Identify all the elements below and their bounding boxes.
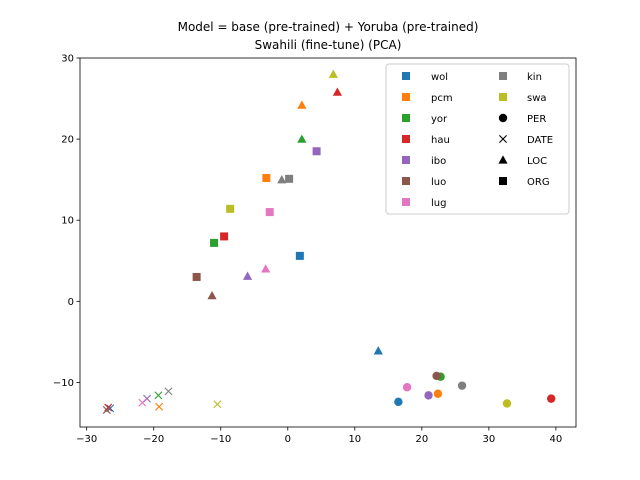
point-kin-date	[164, 387, 173, 396]
point-wol-per	[394, 397, 403, 407]
point-lug-date	[138, 398, 147, 407]
legend-marker-luo	[402, 177, 410, 185]
legend-label-lug: lug	[431, 198, 446, 209]
point-pcm-org	[262, 174, 271, 183]
legend-marker-pcm	[402, 93, 410, 101]
plot-frame	[79, 57, 577, 428]
chart-title-line-2: Swahili (fine-tune) (PCA)	[255, 38, 402, 52]
point-hau-date	[104, 403, 113, 412]
x-tick-label: 0	[285, 434, 291, 445]
legend-label-org: ORG	[527, 177, 550, 188]
point-swa-date	[213, 400, 222, 409]
point-luo-org	[192, 272, 201, 281]
point-lug-per	[402, 383, 412, 392]
legend-label-hau: hau	[431, 135, 450, 146]
point-luo-per	[432, 371, 441, 381]
y-tick-label: 10	[61, 216, 74, 227]
legend-label-luo: luo	[431, 177, 446, 188]
x-tick-label: 30	[482, 434, 495, 445]
legend-label-kin: kin	[527, 72, 542, 83]
legend-marker-wol	[402, 72, 410, 80]
point-lug-loc	[261, 264, 271, 273]
legend-marker-yor	[402, 114, 410, 122]
legend-marker-kin	[499, 72, 507, 80]
point-ibo-loc	[242, 271, 253, 280]
x-tick-label: −20	[143, 434, 164, 445]
legend-marker-loc	[498, 155, 508, 164]
legend: wol pcm yor hau ibo luo lug kin swa PER DATE LOC ORG	[385, 63, 570, 215]
x-tick-label: 10	[348, 434, 361, 445]
chart-title: Model = base (pre-trained) + Yoruba (pre…	[178, 20, 479, 52]
point-yor-loc	[297, 134, 307, 143]
point-ibo-org	[312, 147, 321, 156]
legend-marker-lug	[402, 198, 410, 206]
plot-area: −30 −20 −10 0 10 20 30 40 −10 0 10 20 30	[53, 54, 577, 445]
point-yor-org	[210, 238, 219, 247]
y-tick-label: 20	[61, 135, 74, 146]
x-tick-label: −10	[210, 434, 231, 445]
point-hau-org	[220, 232, 229, 241]
legend-marker-org	[499, 177, 507, 185]
legend-marker-per	[498, 113, 508, 123]
point-kin-loc	[277, 175, 287, 184]
legend-label-loc: LOC	[527, 156, 547, 167]
y-tick-label: −10	[53, 378, 74, 389]
legend-label-pcm: pcm	[431, 93, 453, 104]
legend-label-swa: swa	[527, 93, 547, 104]
point-kin-org	[285, 174, 294, 183]
point-wol-loc	[373, 346, 383, 355]
x-tick-label: −30	[76, 434, 97, 445]
point-swa-loc	[328, 69, 338, 78]
data-points	[102, 69, 556, 414]
legend-marker-date	[499, 135, 507, 143]
point-kin-per	[457, 381, 467, 390]
point-pcm-per	[433, 389, 443, 398]
point-luo-loc	[207, 291, 217, 300]
legend-marker-ibo	[402, 156, 410, 164]
point-hau-loc	[332, 87, 342, 96]
point-ibo-per	[424, 391, 433, 400]
y-tick-label: 0	[68, 297, 74, 308]
point-wol-org	[295, 251, 304, 260]
legend-label-yor: yor	[431, 114, 448, 125]
legend-label-per: PER	[527, 114, 546, 125]
point-swa-per	[502, 399, 512, 408]
x-tick-label: 20	[415, 434, 428, 445]
legend-label-wol: wol	[431, 72, 448, 83]
chart-title-line-1: Model = base (pre-trained) + Yoruba (pre…	[178, 20, 479, 34]
legend-marker-hau	[402, 135, 410, 143]
point-hau-per	[547, 394, 556, 403]
point-pcm-loc	[297, 100, 307, 109]
y-tick-label: 30	[61, 54, 74, 65]
legend-label-ibo: ibo	[431, 156, 446, 167]
point-pcm-date	[155, 402, 164, 411]
legend-label-date: DATE	[527, 135, 553, 146]
point-swa-org	[226, 204, 235, 213]
legend-box	[385, 63, 570, 215]
x-tick-label: 40	[550, 434, 563, 445]
legend-marker-swa	[499, 93, 507, 101]
point-yor-date	[154, 391, 163, 400]
point-lug-org	[265, 208, 274, 217]
point-luo-date	[102, 405, 111, 414]
